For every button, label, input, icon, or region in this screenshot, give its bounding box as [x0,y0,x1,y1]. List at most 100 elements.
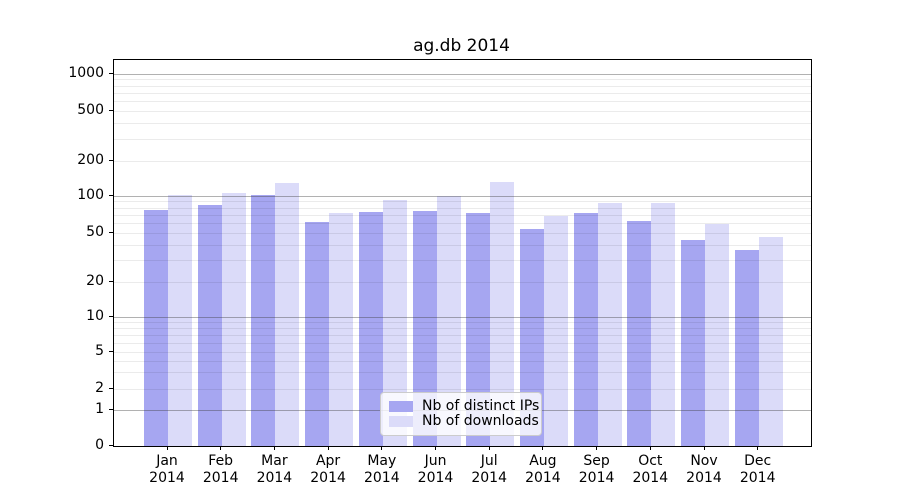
x-tick-label-jun: Jun 2014 [404,453,468,487]
x-tick-label-jul: Jul 2014 [457,453,521,487]
gridline-major-1000 [114,73,811,75]
y-tick-label-500: 500 [77,101,104,118]
gridline-minor-7 [114,334,811,336]
x-tick-mark-oct [649,446,651,450]
x-tick-month: Aug [529,453,557,469]
x-tick-year: 2014 [256,470,293,486]
gridline-minor-300 [114,138,811,140]
gridline-minor-4 [114,360,811,362]
legend-label-downloads: Nb of downloads [422,413,539,429]
gridline-minor-2 [114,388,811,390]
x-tick-label-may: May 2014 [350,453,414,487]
x-tick-year: 2014 [739,470,776,486]
x-tick-mark-apr [327,446,329,450]
x-tick-mark-jan [166,446,168,450]
x-tick-year: 2014 [632,470,669,486]
bar-distinct-ips-jan [144,209,168,446]
x-tick-year: 2014 [149,470,185,486]
x-tick-month: Oct [638,453,663,469]
y-tick-label-50: 50 [86,223,104,240]
bar-downloads-aug [543,216,568,446]
x-tick-mark-dec [757,446,759,450]
x-tick-month: Feb [208,453,234,469]
x-tick-label-jan: Jan 2014 [135,453,199,487]
gridline-minor-800 [114,85,811,87]
x-tick-mark-aug [542,446,544,450]
x-tick-label-feb: Feb 2014 [189,453,253,487]
y-tick-mark-5 [109,350,113,352]
gridline-minor-6 [114,342,811,344]
x-tick-mark-nov [703,446,705,450]
x-tick-year: 2014 [471,470,507,486]
bar-distinct-ips-dec [734,250,759,446]
gridline-minor-70 [114,214,811,216]
bar-distinct-ips-feb [197,205,222,446]
y-tick-label-100: 100 [77,186,104,203]
bar-distinct-ips-may [358,211,383,446]
gridline-minor-8 [114,328,811,330]
y-tick-mark-0 [109,445,113,446]
bar-downloads-mar [275,183,300,446]
y-tick-mark-10 [109,315,113,317]
y-tick-mark-20 [109,280,113,282]
x-tick-mark-jun [435,446,436,450]
gridline-minor-9 [114,322,811,324]
bar-distinct-ips-sep [573,213,598,446]
gridline-minor-700 [114,92,811,94]
gridline-major-100 [114,195,811,197]
legend-entry-downloads: Nb of downloads [389,414,539,429]
x-tick-month: Sep [583,453,610,469]
x-tick-year: 2014 [525,470,561,486]
gridline-minor-60 [114,223,811,225]
x-tick-mark-mar [273,446,275,450]
y-tick-mark-500 [109,109,113,111]
x-tick-mark-jul [488,446,490,450]
x-tick-month: Jul [480,453,498,469]
x-tick-month: Mar [261,453,288,469]
gridline-minor-900 [114,79,811,81]
x-tick-month: May [367,453,397,469]
legend-swatch-downloads [389,416,413,427]
gridline-major-10 [114,316,811,318]
bar-downloads-oct [651,203,676,446]
bar-downloads-sep [597,203,622,446]
y-tick-label-1: 1 [95,401,104,418]
x-tick-label-mar: Mar 2014 [242,453,306,487]
y-tick-label-10: 10 [86,307,104,324]
bar-downloads-nov [705,224,729,446]
gridline-minor-20 [114,281,811,283]
bar-distinct-ips-oct [627,221,652,446]
y-tick-mark-2 [109,387,113,389]
legend: Nb of distinct IPs Nb of downloads [380,392,542,436]
y-tick-label-1000: 1000 [68,64,104,81]
x-tick-year: 2014 [417,470,454,486]
gridline-minor-80 [114,207,811,209]
plot-area [113,59,812,447]
gridline-minor-200 [114,161,811,163]
y-tick-label-2: 2 [95,379,104,396]
bar-distinct-ips-nov [681,239,705,446]
bar-distinct-ips-apr [305,222,330,446]
gridline-minor-40 [114,244,811,246]
gridline-minor-90 [114,201,811,203]
bar-downloads-feb [221,193,246,446]
legend-swatch-distinct-ips [389,401,413,412]
x-tick-year: 2014 [686,470,722,486]
y-tick-mark-100 [109,194,113,196]
x-tick-mark-sep [596,446,598,450]
x-tick-label-nov: Nov 2014 [672,453,736,487]
y-tick-label-5: 5 [95,342,104,359]
y-tick-label-20: 20 [86,272,104,289]
x-tick-mark-feb [220,446,222,450]
x-tick-month: Dec [744,453,772,469]
x-tick-year: 2014 [578,470,615,486]
x-tick-month: Jun [424,453,447,469]
x-tick-mark-may [381,446,383,450]
y-tick-label-0: 0 [95,437,104,453]
y-tick-mark-1 [109,409,113,411]
gridline-minor-500 [114,110,811,112]
gridline-minor-3 [114,372,811,374]
x-tick-label-aug: Aug 2014 [511,453,575,487]
legend-entry-distinct-ips: Nb of distinct IPs [389,399,539,414]
